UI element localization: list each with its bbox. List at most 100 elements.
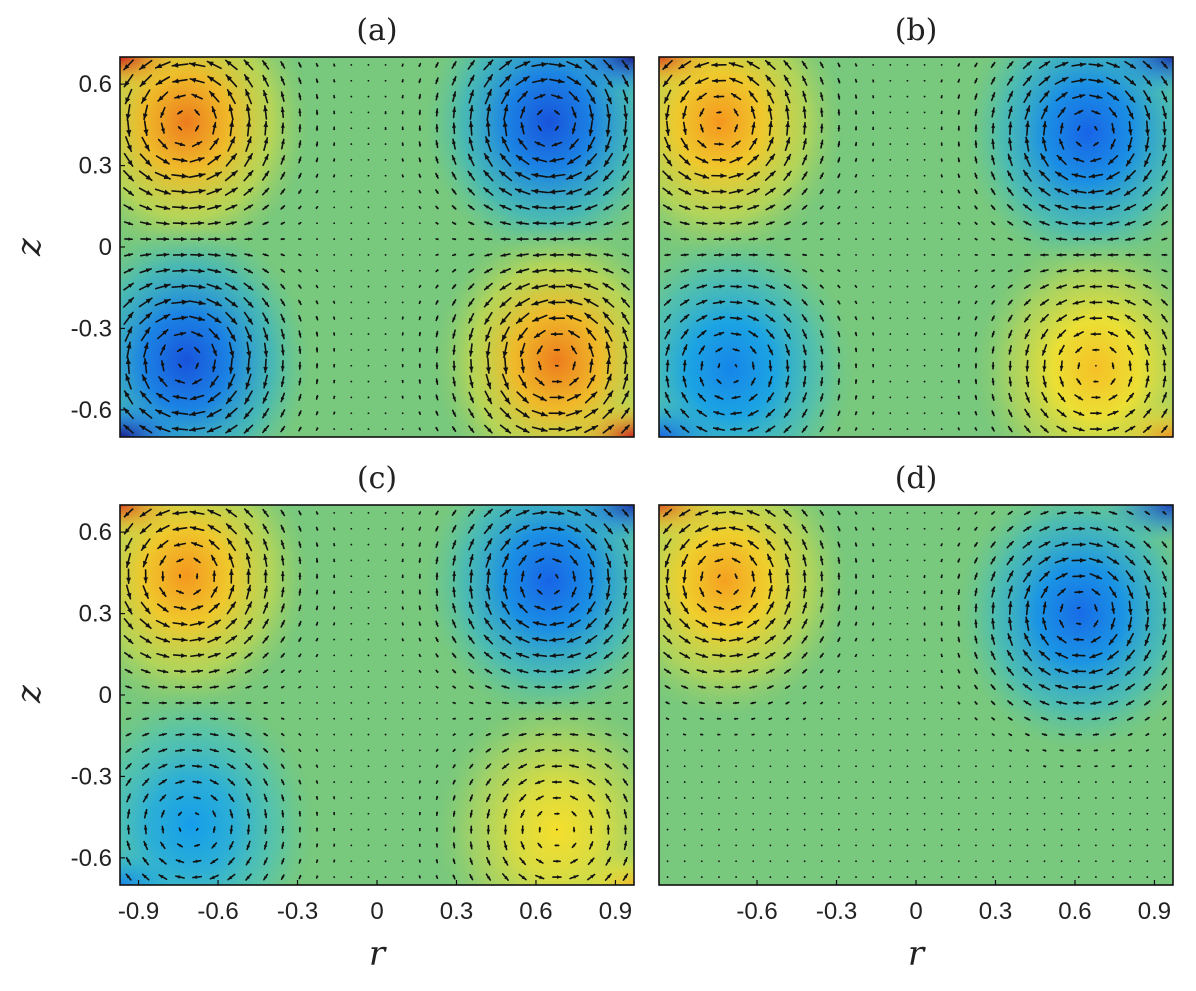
velocity-arrow xyxy=(1142,60,1152,70)
velocity-arrow xyxy=(940,605,943,611)
wall-shear-blob xyxy=(120,57,192,95)
velocity-arrow xyxy=(1144,700,1151,706)
velocity-arrow xyxy=(519,857,527,866)
velocity-arrow xyxy=(333,110,336,115)
velocity-arrow xyxy=(1143,328,1152,340)
velocity-arrow xyxy=(838,238,840,240)
velocity-arrow xyxy=(178,363,182,368)
velocity-arrow xyxy=(418,733,421,736)
velocity-arrow xyxy=(566,524,582,533)
velocity-arrow xyxy=(176,558,184,563)
velocity-arrow xyxy=(501,553,510,568)
velocity-arrow xyxy=(1060,765,1064,768)
velocity-arrow xyxy=(350,396,353,399)
velocity-arrow xyxy=(871,590,875,594)
velocity-arrow xyxy=(747,299,760,305)
velocity-arrow xyxy=(1006,75,1014,86)
velocity-arrow xyxy=(384,412,387,415)
velocity-arrow xyxy=(974,221,978,226)
x-tick-label: -0.3 xyxy=(277,898,318,925)
velocity-arrow xyxy=(1022,203,1032,212)
velocity-arrow xyxy=(1146,844,1149,847)
velocity-arrow xyxy=(700,828,703,831)
velocity-arrow xyxy=(1040,328,1049,340)
velocity-arrow xyxy=(1008,392,1013,402)
velocity-arrow xyxy=(209,732,219,737)
velocity-arrow xyxy=(718,828,720,831)
velocity-arrow xyxy=(350,622,353,625)
velocity-arrow xyxy=(452,393,457,402)
velocity-arrow xyxy=(298,108,302,117)
velocity-arrow xyxy=(622,136,629,152)
velocity-arrow xyxy=(889,222,892,225)
velocity-arrow xyxy=(819,636,825,643)
velocity-arrow xyxy=(889,591,892,593)
velocity-arrow xyxy=(333,206,336,209)
velocity-arrow xyxy=(537,125,542,132)
velocity-arrow xyxy=(468,425,475,433)
velocity-arrow xyxy=(350,64,353,66)
velocity-arrow xyxy=(500,267,511,274)
velocity-arrow xyxy=(367,190,370,193)
velocity-arrow xyxy=(747,426,760,432)
velocity-arrow xyxy=(587,553,595,568)
velocity-arrow xyxy=(746,509,760,517)
velocity-arrow xyxy=(535,557,545,563)
velocity-arrow xyxy=(1143,391,1151,403)
velocity-arrow xyxy=(1076,378,1082,385)
velocity-arrow xyxy=(298,874,302,880)
velocity-arrow xyxy=(991,602,996,614)
velocity-arrow xyxy=(1107,571,1119,582)
velocity-arrow xyxy=(605,568,611,584)
velocity-arrow xyxy=(263,840,268,850)
vortex-blob xyxy=(956,505,1173,751)
velocity-arrow xyxy=(923,781,926,783)
velocity-arrow xyxy=(957,573,961,579)
velocity-arrow xyxy=(854,605,858,611)
velocity-arrow xyxy=(174,764,186,769)
velocity-arrow xyxy=(207,220,221,226)
velocity-arrow xyxy=(1124,75,1137,86)
velocity-arrow xyxy=(1105,76,1121,85)
velocity-arrow xyxy=(298,140,302,148)
velocity-arrow xyxy=(1161,153,1168,167)
velocity-arrow xyxy=(1074,394,1084,401)
velocity-arrow xyxy=(990,650,996,661)
velocity-arrow xyxy=(906,111,909,114)
velocity-arrow xyxy=(923,301,926,304)
x-axis-label: r xyxy=(369,934,387,974)
velocity-arrow xyxy=(124,326,133,342)
velocity-arrow xyxy=(1106,541,1120,548)
velocity-arrow xyxy=(602,311,614,325)
velocity-arrow xyxy=(261,297,270,308)
velocity-arrow xyxy=(1093,620,1099,628)
velocity-arrow xyxy=(156,221,170,226)
velocity-arrow xyxy=(534,377,545,386)
velocity-arrow xyxy=(209,748,219,753)
velocity-arrow xyxy=(1042,749,1047,752)
velocity-arrow xyxy=(1022,169,1032,182)
velocity-arrow xyxy=(680,137,689,151)
velocity-arrows xyxy=(662,508,1168,878)
velocity-arrow xyxy=(350,812,353,815)
velocity-arrow xyxy=(783,328,792,340)
velocity-arrow xyxy=(227,717,235,721)
velocity-arrow xyxy=(923,317,926,320)
velocity-arrow xyxy=(621,204,630,211)
velocity-arrow xyxy=(750,106,756,119)
velocity-arrow xyxy=(280,685,285,689)
velocity-arrow xyxy=(333,686,336,688)
velocity-arrow xyxy=(210,586,218,598)
velocity-arrow xyxy=(384,111,387,115)
velocity-arrow xyxy=(160,106,166,119)
velocity-arrow xyxy=(123,407,134,420)
velocity-arrow xyxy=(158,701,168,705)
velocity-arrow xyxy=(1075,141,1082,147)
velocity-arrow xyxy=(854,173,858,178)
velocity-arrow xyxy=(452,842,456,849)
velocity-arrow xyxy=(125,584,132,600)
velocity-arrow xyxy=(1026,876,1029,878)
velocity-arrow xyxy=(872,512,875,514)
velocity-arrow xyxy=(838,733,840,736)
velocity-arrow xyxy=(766,685,774,690)
